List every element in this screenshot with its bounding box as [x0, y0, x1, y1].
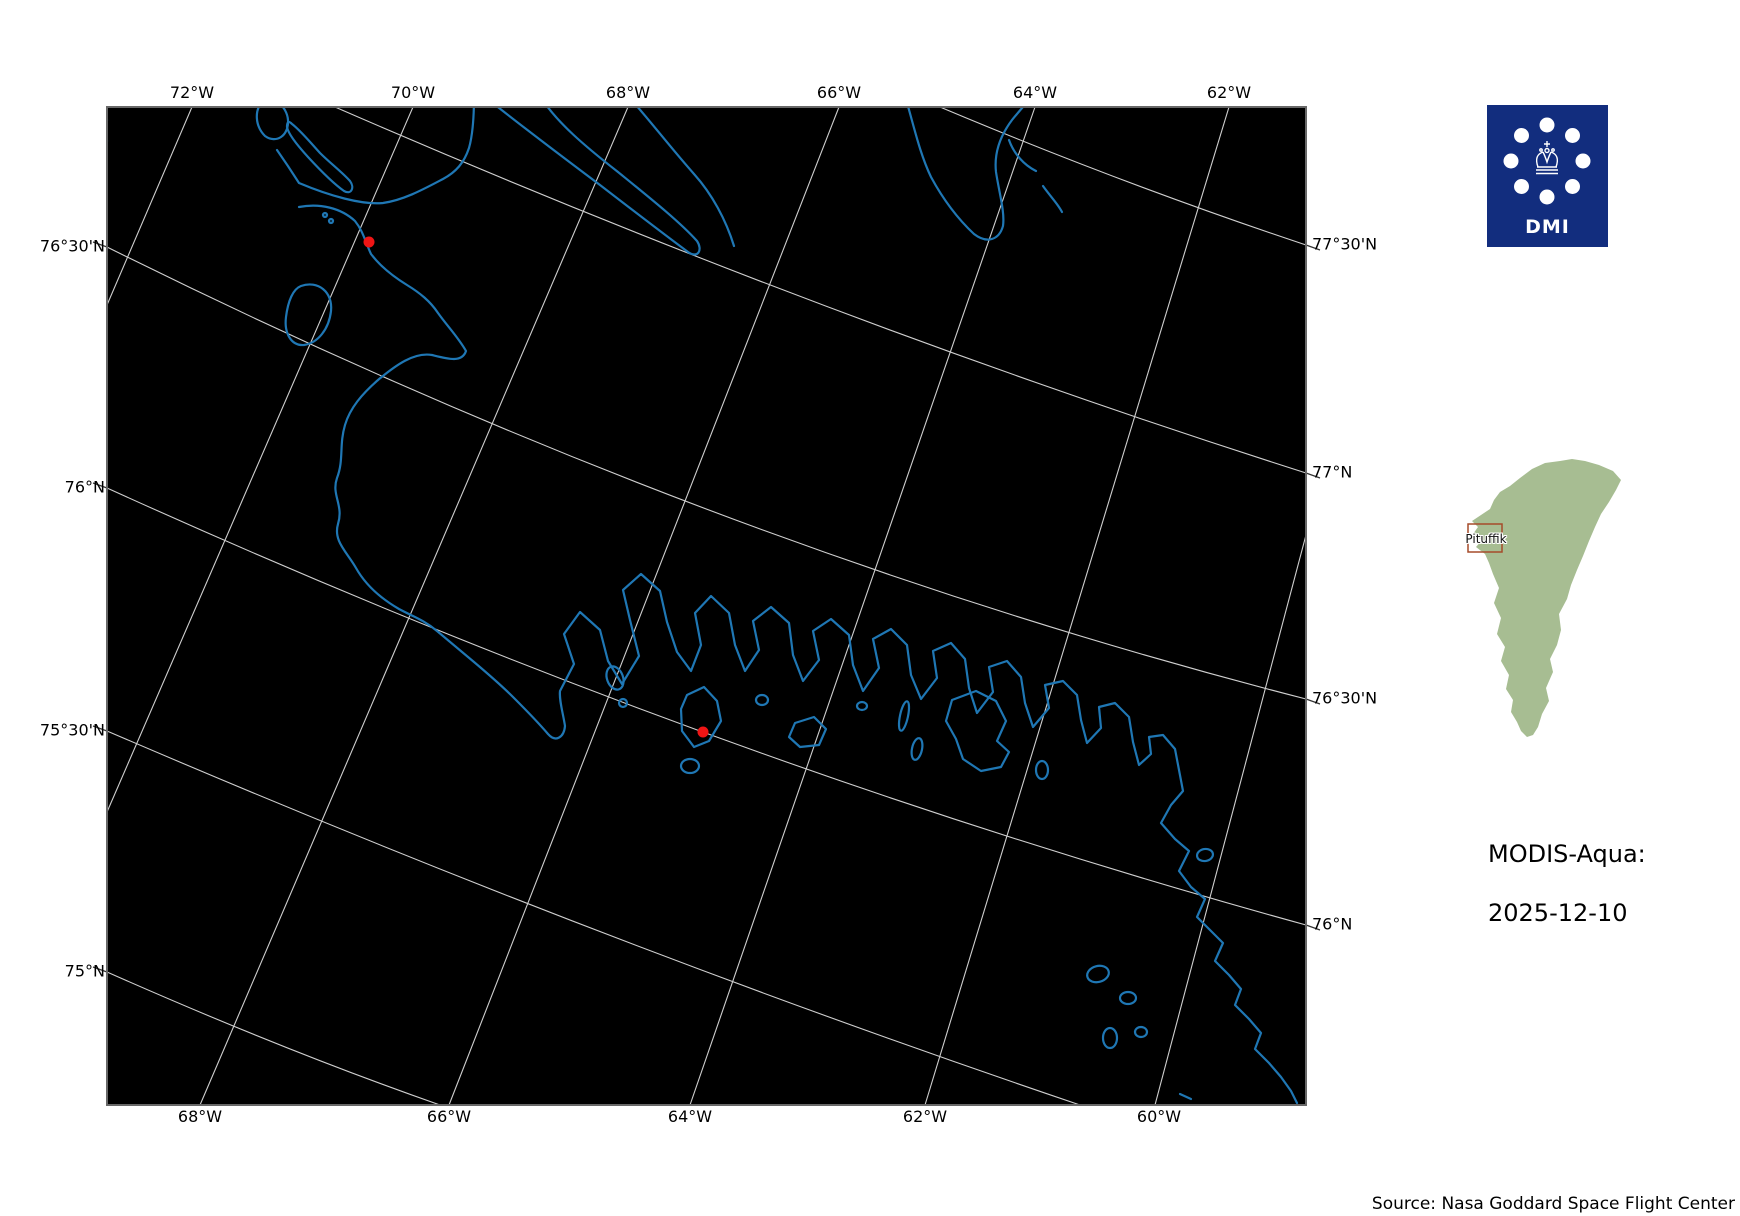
axis-label-top: 66°W — [816, 83, 862, 102]
station-markers — [363, 236, 709, 738]
crown-icon — [1535, 141, 1559, 175]
axis-label-left: 75°N — [64, 961, 105, 981]
axis-label-bottom: 64°W — [667, 1107, 713, 1126]
graticule-grid — [106, 106, 1307, 1106]
grid-parallel — [106, 246, 1307, 700]
axis-label-left: 76°N — [64, 477, 105, 497]
axis-label-left: 75°30'N — [39, 720, 105, 740]
station-marker — [697, 726, 709, 738]
axis-label-top: 68°W — [605, 83, 651, 102]
coast-rock — [321, 211, 329, 219]
right-tick — [1305, 924, 1321, 931]
coastline-paths — [107, 107, 1299, 1105]
coast-island — [284, 283, 333, 347]
grid-meridian — [1154, 534, 1307, 1106]
axis-label-right: 76°N — [1312, 914, 1353, 934]
coast-islet — [1178, 1092, 1193, 1101]
grid-meridian — [106, 106, 414, 813]
inset-region-box — [1467, 523, 1503, 553]
coast-island — [255, 107, 290, 141]
grid-parallel — [334, 106, 1307, 474]
map-frame — [106, 106, 1307, 1106]
source-credit: Source: Nasa Goddard Space Flight Center — [1371, 1194, 1735, 1214]
axis-label-top: 72°W — [169, 83, 215, 102]
coast-island — [617, 697, 629, 709]
coast-island — [605, 665, 625, 691]
coast-inlet — [907, 107, 1025, 241]
axis-label-top: 62°W — [1206, 83, 1252, 102]
grid-parallel — [939, 106, 1307, 246]
coast-island — [897, 700, 911, 732]
axis-label-bottom: 62°W — [902, 1107, 948, 1126]
grid-meridian — [689, 106, 1036, 1106]
axis-label-bottom: 68°W — [177, 1107, 223, 1126]
coast-island — [1118, 990, 1138, 1006]
caption-block: MODIS-Aqua: 2025-12-10 — [1488, 840, 1646, 927]
coast-island — [754, 693, 770, 707]
coast-island — [679, 757, 701, 775]
grid-parallel — [106, 971, 441, 1106]
caption-product: MODIS-Aqua: — [1488, 840, 1646, 868]
axis-label-right: 76°30'N — [1312, 688, 1378, 708]
dmi-logo — [1487, 105, 1608, 247]
inset-place-label: Pituffik — [1465, 532, 1507, 546]
left-tick — [92, 725, 108, 732]
coast-island — [787, 715, 828, 749]
coast-line — [1041, 184, 1064, 214]
coast-island — [285, 120, 354, 194]
axis-label-bottom: 60°W — [1136, 1107, 1182, 1126]
coast-island — [944, 689, 1011, 773]
grid-meridian — [199, 106, 629, 1106]
grid-meridian — [106, 106, 193, 306]
coast-rock — [327, 217, 335, 225]
coast-left-edge-islet — [107, 118, 109, 143]
axis-label-bottom: 66°W — [426, 1107, 472, 1126]
left-tick — [92, 241, 108, 248]
greenland-inset-map — [1467, 459, 1621, 737]
caption-date: 2025-12-10 — [1488, 899, 1628, 927]
axis-label-top: 64°W — [1012, 83, 1058, 102]
axis-label-top: 70°W — [390, 83, 436, 102]
coast-fjord-band — [496, 107, 701, 256]
coast-island — [1101, 1026, 1119, 1050]
coast-island-station — [679, 685, 723, 749]
grid-parallel — [106, 730, 1081, 1106]
coast-island — [1133, 1025, 1149, 1039]
coast-line — [1007, 138, 1038, 173]
axis-ticks — [92, 241, 1321, 973]
greenland-silhouette — [1472, 459, 1621, 737]
grid-meridian — [924, 106, 1230, 1106]
coast-fjord-shore — [275, 107, 475, 205]
axis-label-right: 77°N — [1312, 462, 1353, 482]
right-tick — [1305, 472, 1321, 479]
axis-label-right: 77°30'N — [1312, 234, 1378, 254]
axis-label-left: 76°30'N — [39, 236, 105, 256]
coast-island — [1195, 847, 1215, 863]
coast-line — [636, 107, 736, 248]
left-tick — [92, 966, 108, 973]
right-tick — [1305, 244, 1321, 251]
dmi-logo-text: DMI — [1525, 216, 1570, 238]
left-tick — [92, 482, 108, 489]
coast-island — [1086, 964, 1110, 984]
right-tick — [1305, 698, 1321, 705]
coast-mainland — [297, 204, 1299, 1105]
grid-meridian — [448, 106, 840, 1106]
coast-island — [910, 737, 924, 761]
station-marker — [363, 236, 375, 248]
dmi-logo-dots — [1503, 117, 1591, 205]
map-background — [107, 107, 1306, 1105]
coast-island — [855, 700, 869, 712]
coast-island — [1034, 759, 1050, 781]
